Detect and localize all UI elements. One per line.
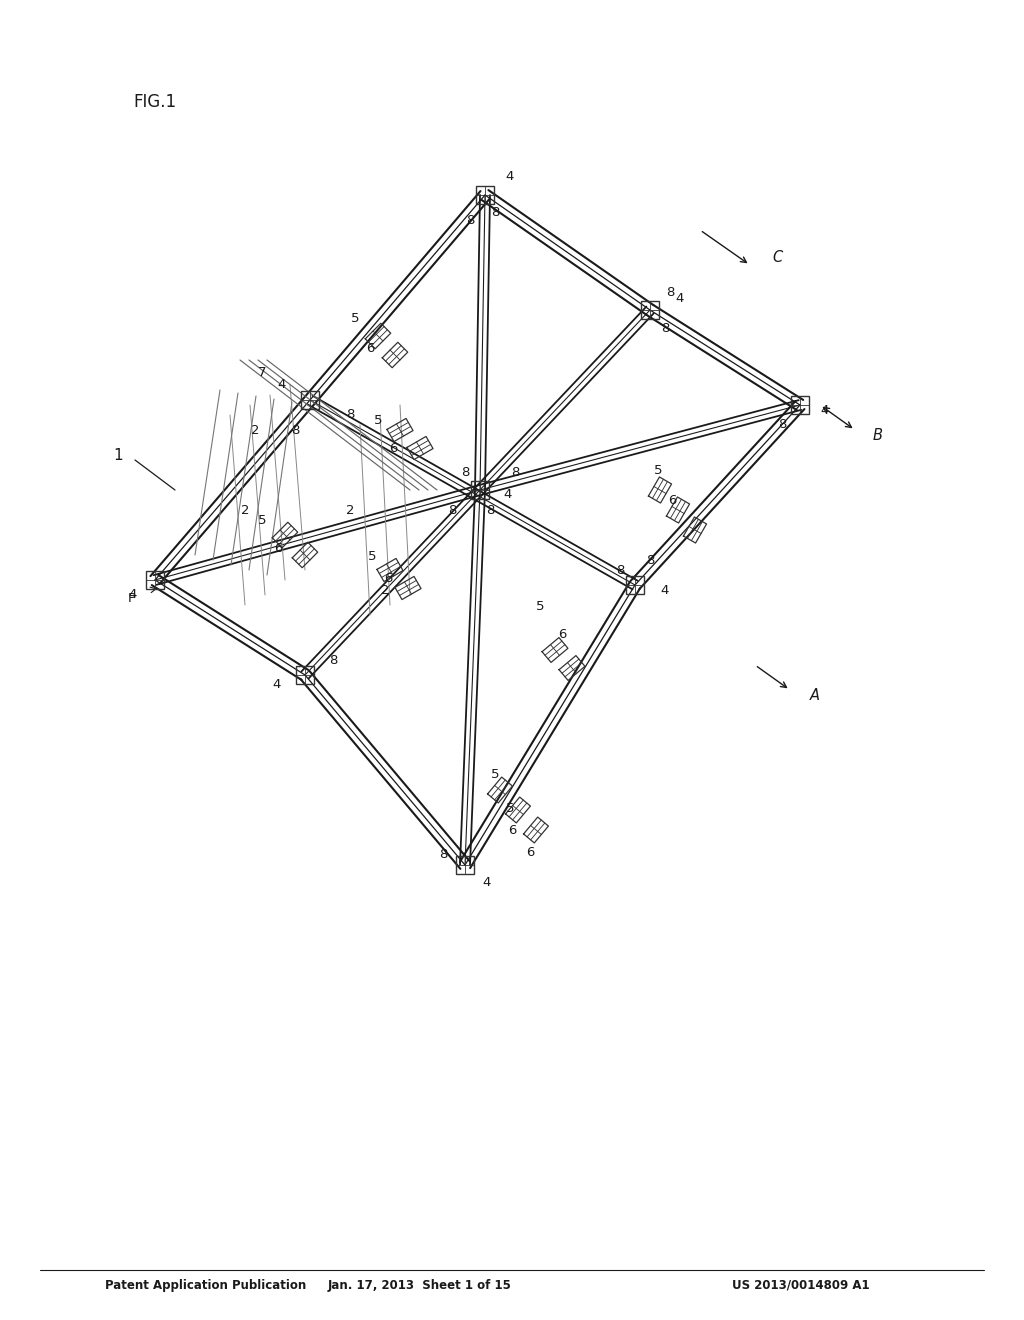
Text: 4: 4 xyxy=(660,583,670,597)
Text: 8: 8 xyxy=(778,418,786,432)
Text: 6: 6 xyxy=(668,494,676,507)
Text: 4: 4 xyxy=(278,379,286,392)
Text: 5: 5 xyxy=(506,801,514,814)
Text: FIG.1: FIG.1 xyxy=(133,92,176,111)
Text: Jan. 17, 2013  Sheet 1 of 15: Jan. 17, 2013 Sheet 1 of 15 xyxy=(328,1279,512,1291)
Text: 6: 6 xyxy=(389,441,397,454)
Bar xyxy=(301,391,319,409)
Text: 8: 8 xyxy=(660,322,670,334)
Text: US 2013/0014809 A1: US 2013/0014809 A1 xyxy=(732,1279,870,1291)
Text: 5: 5 xyxy=(536,599,544,612)
Text: 8: 8 xyxy=(461,466,469,479)
Bar xyxy=(641,301,659,319)
Text: P: P xyxy=(128,591,136,605)
Text: 6: 6 xyxy=(508,824,516,837)
Bar xyxy=(456,855,474,874)
Text: 6: 6 xyxy=(366,342,374,355)
Text: 4: 4 xyxy=(821,404,829,417)
Text: 4: 4 xyxy=(272,678,282,692)
Text: 5: 5 xyxy=(374,413,382,426)
Text: 2: 2 xyxy=(251,424,259,437)
Text: 5: 5 xyxy=(351,312,359,325)
Text: 8: 8 xyxy=(291,424,299,437)
Text: 1: 1 xyxy=(114,447,123,462)
Text: Patent Application Publication: Patent Application Publication xyxy=(105,1279,306,1291)
Text: 6: 6 xyxy=(525,846,535,859)
Text: 4: 4 xyxy=(676,292,684,305)
Text: 8: 8 xyxy=(666,285,674,298)
Text: 4: 4 xyxy=(482,876,492,890)
Bar xyxy=(296,667,314,684)
Text: 8: 8 xyxy=(439,849,447,862)
Text: 2: 2 xyxy=(241,503,249,516)
Bar xyxy=(471,480,489,499)
Text: 2: 2 xyxy=(346,503,354,516)
Text: 4: 4 xyxy=(129,589,137,602)
Text: B: B xyxy=(873,428,883,442)
Bar xyxy=(626,576,644,594)
Text: C: C xyxy=(773,251,783,265)
Text: 8: 8 xyxy=(485,503,495,516)
Text: 7: 7 xyxy=(258,366,266,379)
Text: 8: 8 xyxy=(646,553,654,566)
Bar xyxy=(476,186,494,205)
Text: 6: 6 xyxy=(558,628,566,642)
Text: 5: 5 xyxy=(368,550,376,564)
Text: 5: 5 xyxy=(258,513,266,527)
Bar xyxy=(146,572,164,589)
Text: 8: 8 xyxy=(615,564,625,577)
Text: 8: 8 xyxy=(329,653,337,667)
Text: 4: 4 xyxy=(504,488,512,502)
Bar xyxy=(791,396,809,414)
Text: 6: 6 xyxy=(273,541,283,554)
Text: 8: 8 xyxy=(511,466,519,479)
Text: 6: 6 xyxy=(384,572,392,585)
Text: 2: 2 xyxy=(381,583,389,597)
Text: 8: 8 xyxy=(346,408,354,421)
Text: 5: 5 xyxy=(490,768,500,781)
Text: 8: 8 xyxy=(490,206,499,219)
Text: 5: 5 xyxy=(653,463,663,477)
Text: 8: 8 xyxy=(466,214,474,227)
Text: 4: 4 xyxy=(506,170,514,183)
Text: A: A xyxy=(810,688,820,702)
Text: 8: 8 xyxy=(447,503,456,516)
